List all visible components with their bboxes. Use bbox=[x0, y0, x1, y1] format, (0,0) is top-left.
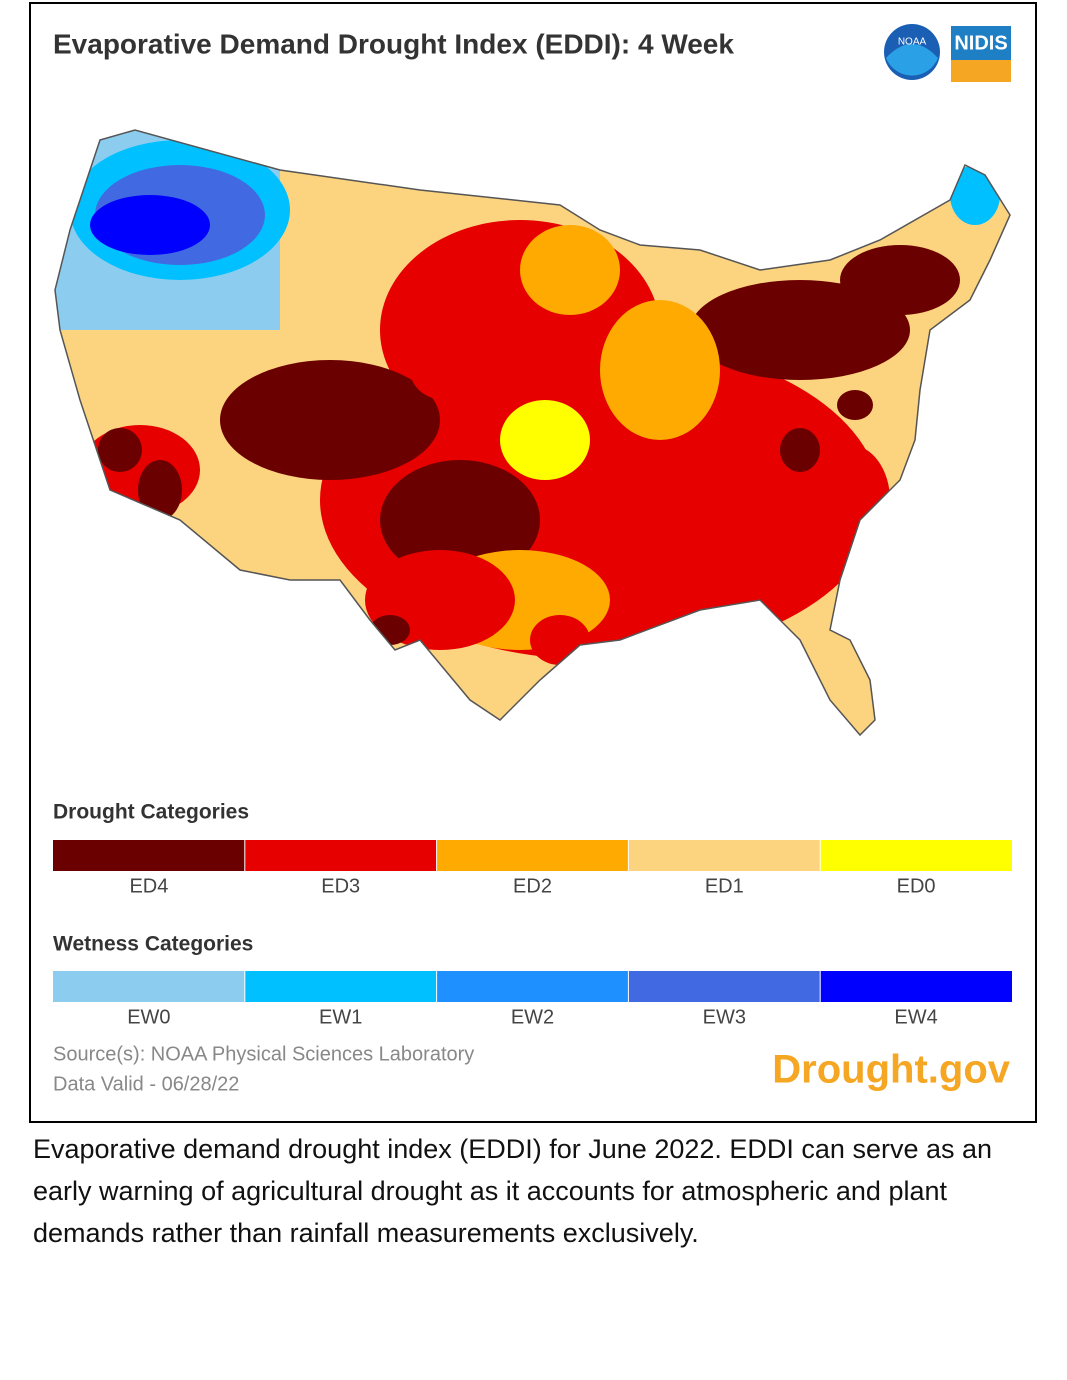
data-valid: Data Valid - 06/28/22 bbox=[53, 1073, 239, 1095]
map-region bbox=[370, 615, 410, 645]
nidis-logo-text: NIDIS bbox=[954, 32, 1007, 54]
map-region bbox=[690, 280, 910, 380]
legend-swatch bbox=[436, 840, 629, 871]
legend-label: EW3 bbox=[703, 1006, 746, 1028]
source: Source(s): NOAA Physical Sciences Labora… bbox=[53, 1043, 474, 1065]
map-region bbox=[220, 360, 440, 480]
legend-swatch bbox=[436, 971, 629, 1002]
legend-swatch bbox=[53, 840, 245, 871]
legend-label: ED4 bbox=[129, 875, 168, 897]
map-region bbox=[710, 418, 800, 462]
map-region bbox=[98, 428, 142, 472]
map-region bbox=[380, 460, 540, 580]
legend-label: ED1 bbox=[705, 875, 744, 897]
brand: Drought.gov bbox=[772, 1048, 1010, 1092]
legend-label: ED3 bbox=[321, 875, 360, 897]
map-region bbox=[775, 535, 825, 585]
figure-frame bbox=[29, 2, 1037, 1123]
legend-label: ED2 bbox=[513, 875, 552, 897]
legend-label: EW0 bbox=[127, 1006, 170, 1028]
legend-swatch bbox=[820, 971, 1012, 1002]
map-region bbox=[780, 428, 820, 472]
map-region bbox=[837, 390, 873, 420]
legend-label: ED0 bbox=[897, 875, 936, 897]
map-region bbox=[530, 615, 590, 665]
map-region bbox=[138, 460, 182, 520]
legend-swatch bbox=[820, 840, 1012, 871]
map-region bbox=[410, 340, 480, 400]
map-region bbox=[840, 245, 960, 315]
map bbox=[55, 130, 1010, 735]
legend-title: Wetness Categories bbox=[53, 933, 253, 956]
noaa-logo-wave bbox=[886, 44, 938, 76]
map-region bbox=[950, 165, 1000, 225]
map-region bbox=[810, 445, 890, 555]
legend-label: EW2 bbox=[511, 1006, 554, 1028]
map-region bbox=[600, 300, 720, 440]
legend-title: Drought Categories bbox=[53, 801, 249, 824]
map-region bbox=[520, 225, 620, 315]
noaa-logo-text: NOAA bbox=[898, 37, 927, 48]
map-region bbox=[500, 400, 590, 480]
title: Evaporative Demand Drought Index (EDDI):… bbox=[53, 28, 734, 59]
legend-label: EW4 bbox=[894, 1006, 937, 1028]
caption: Evaporative demand drought index (EDDI) … bbox=[33, 1134, 993, 1248]
legend-swatch bbox=[53, 971, 245, 1002]
legend-label: EW1 bbox=[319, 1006, 362, 1028]
legend-swatch bbox=[244, 971, 437, 1002]
legend-swatch bbox=[244, 840, 437, 871]
map-region bbox=[90, 195, 210, 255]
nidis-logo-band bbox=[951, 60, 1011, 82]
figure: Evaporative Demand Drought Index (EDDI):… bbox=[53, 24, 1012, 1095]
legend-swatch bbox=[628, 840, 821, 871]
legend-swatch bbox=[628, 971, 821, 1002]
